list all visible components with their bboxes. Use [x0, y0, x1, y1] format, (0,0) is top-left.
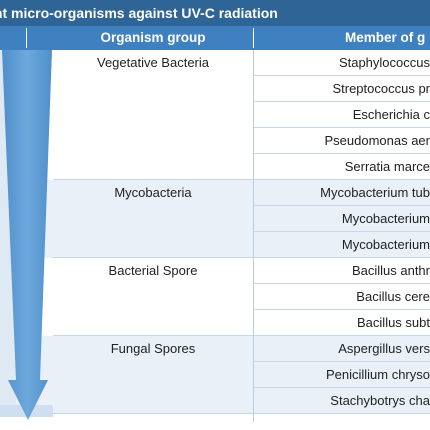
member-name: Staphylococcus [338, 55, 430, 70]
organism-group-cell: Mycobacteria [114, 185, 192, 200]
table-title-bar: of different micro-organisms against UV-… [0, 0, 430, 26]
member-name: Aspergillus vers [338, 341, 430, 356]
row-divider [253, 205, 430, 206]
row-divider [253, 387, 430, 388]
row-divider [253, 335, 430, 336]
member-cell: Bacillus anthr [253, 258, 430, 284]
row-divider [253, 127, 430, 128]
row-divider [253, 309, 430, 310]
table-row: Bacterial Spore Bacillus anthr [0, 258, 430, 284]
member-cell: Serratia marce [253, 154, 430, 180]
table-row: Streptococcus pr [0, 76, 430, 102]
member-name: Mycobacterium [341, 237, 430, 252]
group-divider [53, 413, 253, 414]
member-name: Stachybotrys cha [330, 393, 430, 408]
table-row: Bacillus cere [0, 284, 430, 310]
row-divider [253, 231, 430, 232]
member-name: Escherichia c [352, 107, 430, 122]
member-cell: Escherichia c [253, 102, 430, 128]
member-name: Bacillus subt [357, 315, 430, 330]
table-row: Escherichia c [0, 102, 430, 128]
organism-group-cell: Bacterial Spore [108, 263, 198, 278]
table-row: Mycobacteria Mycobacterium tub [0, 180, 430, 206]
row-divider [253, 283, 430, 284]
resistance-arrow-icon [2, 50, 52, 420]
organism-group-cell [53, 102, 253, 128]
header-divider [253, 28, 254, 48]
group-divider [53, 335, 253, 336]
column-divider [253, 50, 254, 422]
member-cell: Stachybotrys cha [253, 388, 430, 414]
organism-group-cell [53, 206, 253, 232]
table-row: Vegetative Bacteria Staphylococcus [0, 50, 430, 76]
table-row: Mycobacterium [0, 232, 430, 258]
table-title: of different micro-organisms against UV-… [0, 5, 278, 21]
table-row: Bacillus subt [0, 310, 430, 336]
member-cell: Mycobacterium [253, 206, 430, 232]
organism-group-cell [53, 284, 253, 310]
member-name: Streptococcus pr [332, 81, 430, 96]
row-divider [253, 101, 430, 102]
organism-group-cell [53, 154, 253, 180]
table-row: Serratia marce [0, 154, 430, 180]
header-organism-group: Organism group [100, 30, 206, 45]
organism-group-cell [53, 128, 253, 154]
row-divider [253, 257, 430, 258]
member-cell: Mycobacterium [253, 232, 430, 258]
member-name: Mycobacterium tub [320, 185, 430, 200]
row-divider [253, 75, 430, 76]
organism-group-cell [53, 362, 253, 388]
member-name: Bacillus cere [356, 289, 430, 304]
table-row: Fungal Spores Aspergillus vers [0, 336, 430, 362]
member-cell: Staphylococcus [253, 50, 430, 76]
member-name: Pseudomonas aer [324, 133, 430, 148]
table-row: Stachybotrys cha [0, 388, 430, 414]
group-divider [53, 179, 253, 180]
member-cell: Streptococcus pr [253, 76, 430, 102]
table-row: Penicillium chryso [0, 362, 430, 388]
organism-group-cell [53, 388, 253, 414]
member-name: Penicillium chryso [325, 367, 430, 382]
organism-group-cell: Fungal Spores [110, 341, 196, 356]
organism-group-cell [53, 76, 253, 102]
organism-group-cell [53, 310, 253, 336]
row-divider [253, 179, 430, 180]
table-row: Pseudomonas aer [0, 128, 430, 154]
table-header-row: Organism group Member of g [0, 26, 430, 50]
table-row: Mycobacterium [0, 206, 430, 232]
row-divider [253, 153, 430, 154]
organism-group-cell: Vegetative Bacteria [96, 55, 210, 70]
group-divider [53, 257, 253, 258]
organism-group-cell [53, 232, 253, 258]
header-member-of-group: Member of g [345, 30, 426, 45]
member-cell: Mycobacterium tub [253, 180, 430, 206]
member-name: Mycobacterium [341, 211, 430, 226]
member-cell: Aspergillus vers [253, 336, 430, 362]
member-cell: Penicillium chryso [253, 362, 430, 388]
member-cell: Bacillus cere [253, 284, 430, 310]
member-cell: Pseudomonas aer [253, 128, 430, 154]
row-divider [253, 413, 430, 414]
row-divider [253, 361, 430, 362]
member-cell: Bacillus subt [253, 310, 430, 336]
header-divider [26, 28, 27, 48]
member-name: Serratia marce [344, 159, 430, 174]
member-name: Bacillus anthr [351, 263, 430, 278]
